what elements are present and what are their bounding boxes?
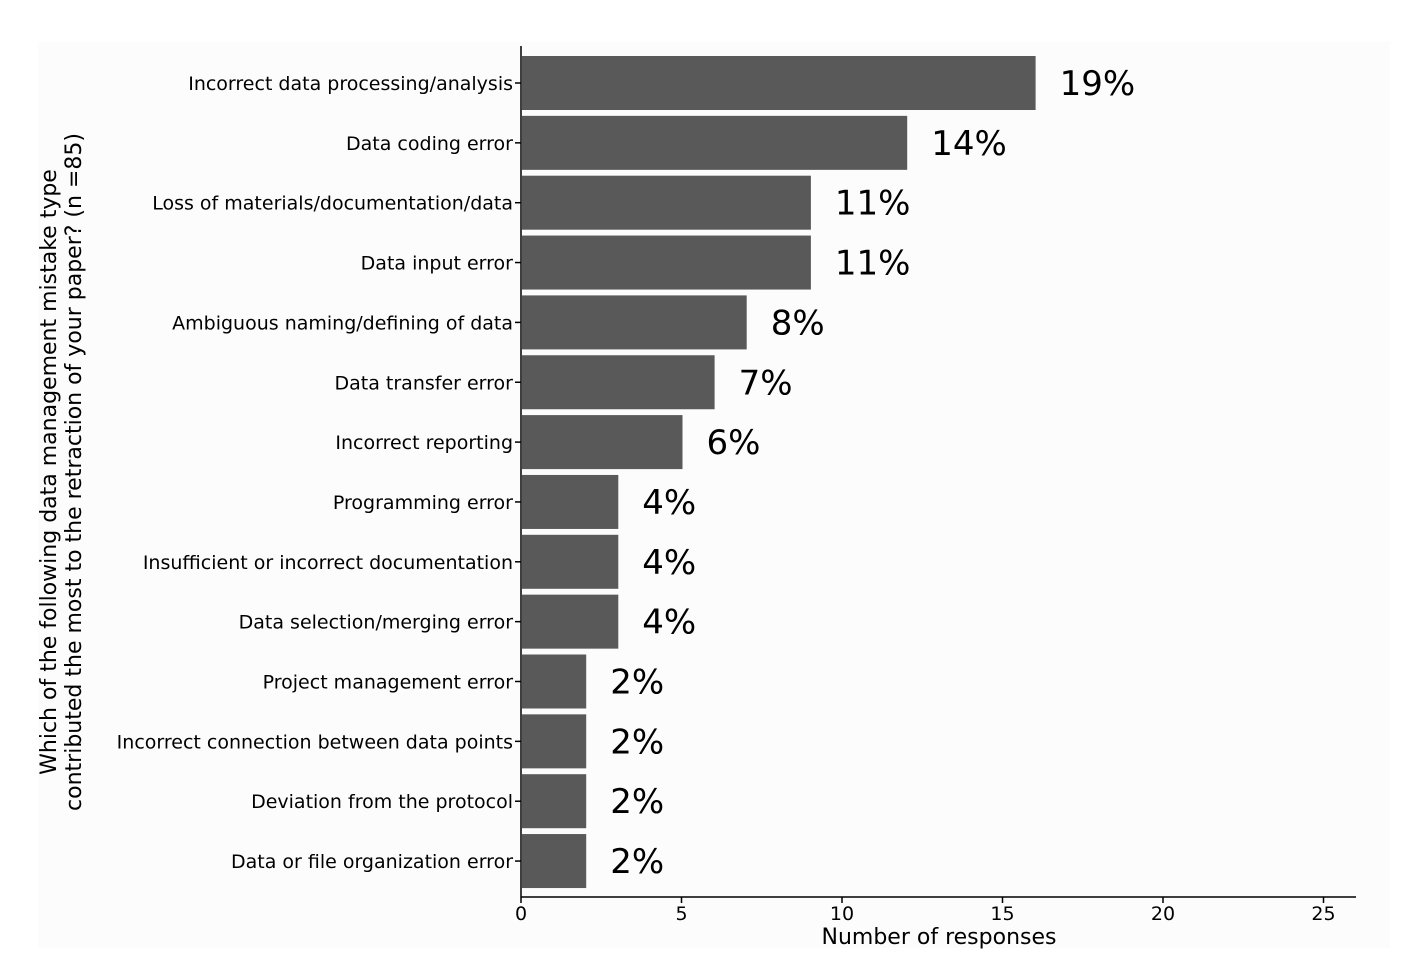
bar — [522, 115, 908, 170]
bar — [522, 594, 619, 649]
category-label: Data transfer error — [335, 372, 514, 394]
ticks-layer: 0 5 10 15 20 25 — [515, 82, 1336, 925]
category-label: Ambiguous naming/defining of data — [172, 312, 513, 334]
x-tick-label: 20 — [1151, 903, 1175, 925]
category-label: Data selection/merging error — [239, 612, 514, 634]
bar — [522, 415, 683, 470]
category-label: Loss of materials/documentation/data — [152, 193, 513, 215]
bar — [522, 834, 587, 889]
y-axis-title-group: Which of the following data management m… — [37, 133, 87, 811]
bar — [522, 56, 1036, 110]
x-tick-label: 15 — [990, 903, 1014, 925]
category-label: Incorrect data processing/analysis — [188, 73, 513, 95]
data-label: 8% — [771, 303, 825, 343]
category-label: Incorrect reporting — [335, 432, 513, 454]
data-label: 11% — [835, 184, 911, 224]
y-axis-title-line-1: Which of the following data management m… — [37, 169, 62, 775]
bar — [522, 355, 715, 410]
bar — [522, 175, 811, 230]
category-label: Insufficient or incorrect documentation — [143, 552, 513, 574]
labels-layer: Incorrect data processing/analysis 19% Dat… — [117, 64, 1136, 882]
data-label: 19% — [1060, 64, 1136, 104]
x-tick-label: 0 — [515, 903, 527, 925]
data-label: 11% — [835, 244, 911, 284]
category-label: Incorrect connection between data points — [117, 731, 513, 753]
data-label: 2% — [610, 782, 664, 822]
bar — [522, 295, 747, 350]
category-label: Programming error — [333, 492, 513, 514]
axes-layer — [520, 46, 1356, 898]
data-label: 4% — [642, 483, 696, 523]
data-label: 4% — [642, 543, 696, 583]
data-label: 6% — [707, 423, 761, 463]
data-label: 14% — [931, 124, 1007, 164]
x-tick-label: 10 — [830, 903, 854, 925]
category-label: Data or file organization error — [231, 851, 513, 873]
x-tick-label: 25 — [1311, 903, 1335, 925]
bar — [522, 714, 587, 769]
bar — [522, 235, 811, 290]
bars-layer — [522, 56, 1036, 889]
data-label: 7% — [739, 363, 793, 403]
category-label: Data coding error — [346, 133, 513, 155]
data-label: 4% — [642, 603, 696, 643]
y-axis-title-line-2: contributed the most to the retraction o… — [62, 133, 87, 811]
bar — [522, 534, 619, 589]
data-label: 2% — [610, 842, 664, 882]
bar — [522, 774, 587, 829]
category-label: Data input error — [361, 253, 514, 275]
category-label: Deviation from the protocol — [251, 791, 513, 813]
x-axis-title: Number of responses — [822, 925, 1057, 950]
bar — [522, 474, 619, 529]
data-label: 2% — [610, 722, 664, 762]
x-tick-label: 5 — [675, 903, 687, 925]
category-label: Project management error — [263, 672, 514, 694]
data-label: 2% — [610, 663, 664, 703]
bar — [522, 654, 587, 709]
